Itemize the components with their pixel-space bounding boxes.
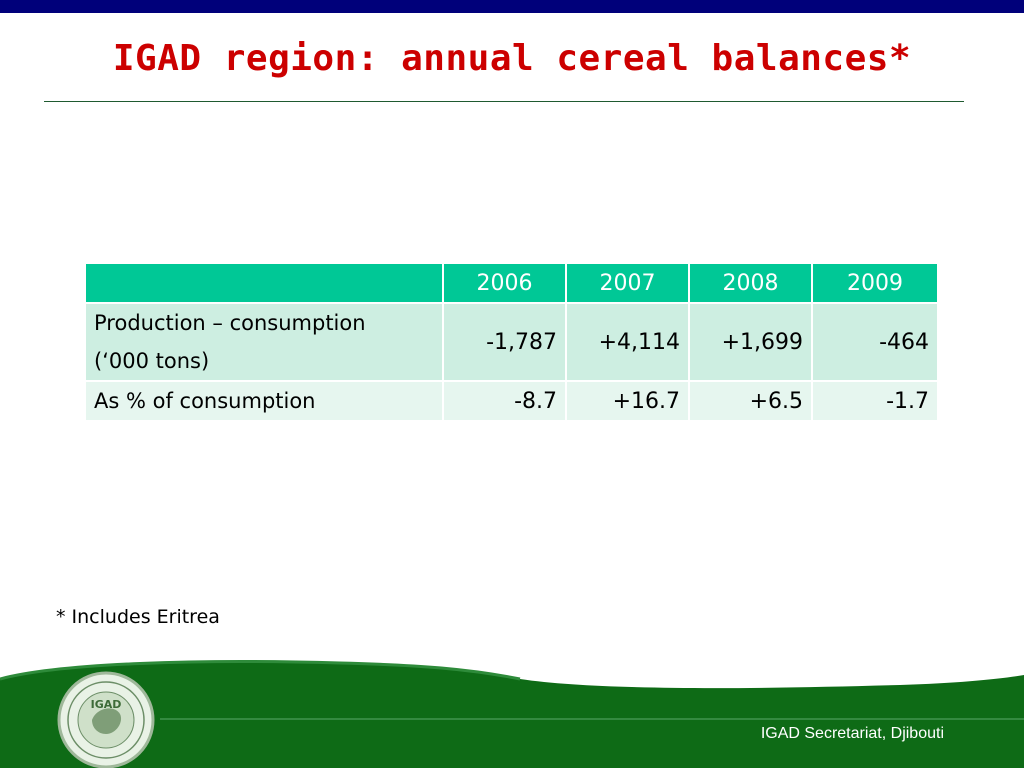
table-cell: +4,114 (567, 304, 690, 382)
table-corner-cell (86, 264, 444, 304)
table-cell: -1.7 (813, 382, 937, 422)
table-cell: +6.5 (690, 382, 813, 422)
igad-seal-logo: IGAD (57, 671, 155, 768)
footer-secretariat: IGAD Secretariat, Djibouti (760, 725, 944, 742)
logo-text: IGAD (91, 698, 122, 711)
year-header: 2009 (813, 264, 937, 304)
footer-green-band (0, 660, 1024, 768)
table-cell: -464 (813, 304, 937, 382)
year-header: 2007 (567, 264, 690, 304)
table-cell: +16.7 (567, 382, 690, 422)
table-row: As % of consumption -8.7 +16.7 +6.5 -1.7 (86, 382, 937, 422)
year-header: 2008 (690, 264, 813, 304)
table-cell: +1,699 (690, 304, 813, 382)
row-label: As % of consumption (86, 382, 444, 422)
cereal-balance-table: 2006 2007 2008 2009 Production – consump… (86, 264, 937, 422)
footnote: * Includes Eritrea (56, 606, 220, 628)
row-label: Production – consumption (‘000 tons) (86, 304, 444, 382)
table-cell: -8.7 (444, 382, 567, 422)
table-row: Production – consumption (‘000 tons) -1,… (86, 304, 937, 382)
top-accent-bar (0, 0, 1024, 13)
row-label-line: (‘000 tons) (94, 349, 210, 373)
row-label-line: Production – consumption (94, 311, 366, 335)
title-divider (44, 101, 964, 102)
slide-title: IGAD region: annual cereal balances* (112, 38, 912, 79)
table-cell: -1,787 (444, 304, 567, 382)
year-header: 2006 (444, 264, 567, 304)
table-header-row: 2006 2007 2008 2009 (86, 264, 937, 304)
